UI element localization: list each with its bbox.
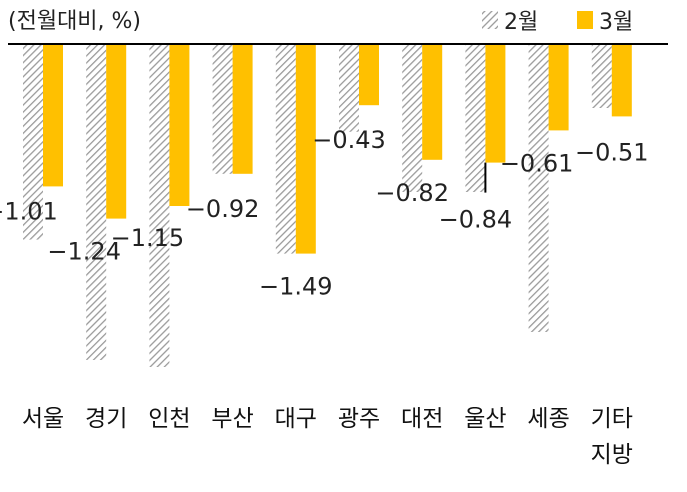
category-labels: 서울 경기 인천 부산 대구 광주 대전 울산 세종 기타 지방 [22, 406, 633, 468]
category-label: 서울 [22, 406, 64, 432]
data-label: −1.01 [0, 197, 58, 225]
bar-mar [295, 45, 316, 254]
bar-mar [359, 45, 379, 106]
category-label: 대전 [401, 406, 443, 432]
legend-swatch-feb [482, 11, 498, 29]
bar-mar [611, 45, 632, 117]
category-label: 경기 [85, 406, 127, 432]
legend-swatch-mar [577, 11, 593, 29]
data-label: −1.24 [47, 238, 121, 266]
data-label: −0.51 [575, 138, 649, 166]
bar-feb [402, 45, 423, 192]
data-labels: −1.01 −1.24−1.15−0.92 −1.49 −0.43 −0.82−0.84… [0, 126, 649, 300]
bar-mar [106, 45, 127, 219]
bars [23, 45, 632, 367]
category-label: 대구 [275, 406, 317, 432]
data-label: −1.49 [259, 273, 333, 301]
category-label: 기타 지방 [591, 406, 633, 468]
bar-feb [528, 45, 549, 332]
legend-label-feb: 2월 [504, 10, 538, 35]
category-label: 인천 [148, 406, 190, 432]
bar-mar [422, 45, 443, 160]
legend: 2월 3월 [482, 10, 633, 35]
data-label: −1.15 [111, 224, 185, 252]
bar-mar [43, 45, 63, 187]
bar-feb [149, 45, 170, 367]
data-label: −0.82 [375, 179, 449, 207]
bar-feb [339, 45, 359, 132]
data-label: −0.61 [500, 149, 574, 177]
category-label: 울산 [464, 406, 506, 432]
bar-feb [86, 45, 107, 360]
bar-mar [485, 45, 506, 163]
bar-feb [591, 45, 612, 108]
bar-feb [212, 45, 233, 174]
legend-label-mar: 3월 [599, 10, 633, 35]
bar-feb [275, 45, 296, 254]
data-label: −0.43 [312, 126, 386, 154]
bar-mar [169, 45, 190, 206]
bar-mar [232, 45, 253, 174]
bar-feb [465, 45, 486, 192]
category-label: 광주 [338, 406, 380, 432]
unit-label: (전월대비, %) [8, 9, 141, 34]
data-label: −0.92 [186, 195, 260, 223]
category-label: 세종 [527, 406, 569, 432]
category-label: 부산 [211, 406, 253, 432]
bar-feb [23, 45, 43, 240]
bar-mar [548, 45, 569, 131]
data-label: −0.84 [439, 206, 513, 234]
